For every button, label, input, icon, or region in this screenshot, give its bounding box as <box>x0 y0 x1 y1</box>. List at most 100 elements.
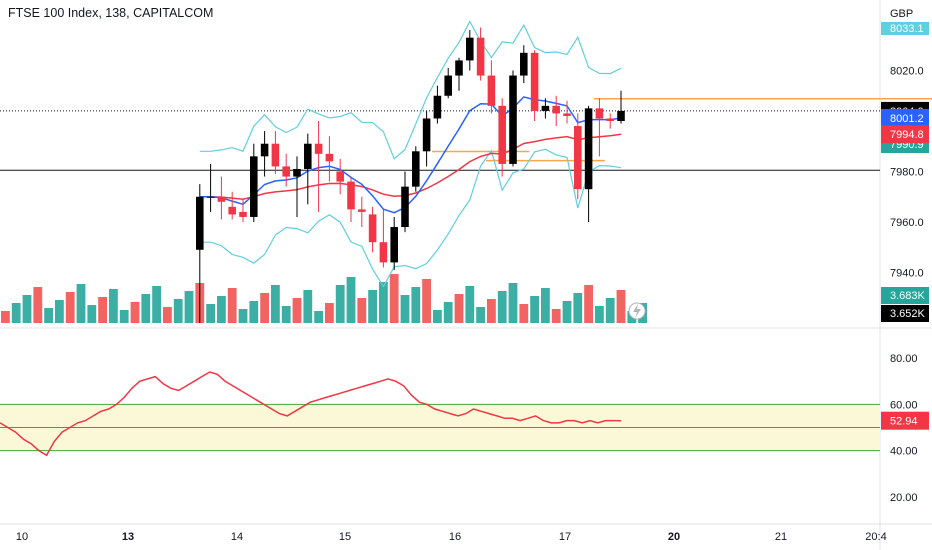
price-tick-label: 7960.0 <box>890 217 924 229</box>
volume-tag-2-bg <box>881 305 929 322</box>
volume-bar <box>238 309 248 323</box>
candle-body <box>574 126 582 190</box>
price-tick-label: 7940.0 <box>890 268 924 280</box>
candle-body <box>282 166 290 177</box>
candle-body <box>487 75 496 106</box>
volume-bar <box>227 288 237 323</box>
volume-bar <box>357 298 367 323</box>
volume-bar <box>292 298 302 323</box>
candle-body <box>520 52 528 76</box>
candle-body <box>336 171 344 182</box>
volume-bar <box>335 285 345 323</box>
candle-body <box>584 108 593 190</box>
rsi-tick-label: 80.00 <box>890 353 918 365</box>
volume-tag-1-bg <box>881 287 929 304</box>
volume-bar <box>433 310 442 323</box>
time-tick-label: 17 <box>559 531 571 543</box>
candle-body <box>325 153 334 162</box>
volume-bar <box>379 282 388 323</box>
lightning-icon <box>628 302 646 320</box>
volume-bar <box>281 306 291 323</box>
candle-body <box>314 143 323 154</box>
volume-tag-1: 3.683K <box>890 290 926 302</box>
volume-bar <box>55 300 64 323</box>
candle-body <box>498 105 506 164</box>
rsi-tick-label: 40.00 <box>890 446 918 458</box>
candle-body <box>271 143 280 167</box>
volume-bar <box>217 296 226 323</box>
volume-bar <box>400 295 410 323</box>
lightning-icon-bolt <box>633 304 641 318</box>
volume-bar <box>65 292 75 323</box>
fast-ma-tag: 8001.2 <box>890 113 924 125</box>
time-tick-label: 13 <box>122 531 134 543</box>
bollinger-upper-line <box>199 20 622 160</box>
volume-bar <box>541 288 550 323</box>
time-tick-label: 21 <box>775 531 787 543</box>
candle-body <box>563 113 571 116</box>
candle-body <box>260 143 269 157</box>
time-tick-label: 16 <box>449 531 461 543</box>
candle-body <box>444 75 452 96</box>
currency-label: GBP <box>890 8 913 20</box>
volume-bar <box>465 286 475 323</box>
volume-bar <box>98 297 107 323</box>
volume-bar <box>346 277 356 323</box>
candle-body <box>379 242 388 263</box>
candle-body <box>358 209 366 212</box>
volume-bar <box>184 291 194 323</box>
top-tag-bg <box>881 22 929 35</box>
volume-bar <box>87 305 97 323</box>
price-tick-label: 8020.0 <box>890 66 924 78</box>
volume-bar <box>508 283 518 323</box>
candle-body <box>239 211 247 217</box>
candle-body <box>347 181 355 210</box>
rsi-value-tag-bg <box>881 411 929 430</box>
volume-bar <box>44 308 53 323</box>
volume-bar <box>130 302 140 323</box>
candle-body <box>455 60 463 76</box>
volume-bar <box>303 290 313 323</box>
candle-body <box>509 75 517 164</box>
candle-body <box>541 105 550 111</box>
volume-bar <box>249 301 259 323</box>
candle-body <box>196 196 204 250</box>
volume-bar <box>11 303 21 323</box>
fast-ma-line <box>199 96 622 214</box>
candle-body <box>390 227 398 263</box>
volume-bar <box>173 299 183 323</box>
candle-body <box>466 37 474 61</box>
top-tag-label: 8033.1 <box>890 23 924 35</box>
volume-bar <box>487 299 496 323</box>
candle-body <box>617 110 625 121</box>
volume-bar <box>260 293 269 323</box>
volume-bar <box>443 302 453 323</box>
volume-bar <box>141 294 151 323</box>
volume-bar <box>562 301 572 323</box>
candle-body <box>422 118 431 152</box>
slow-ma-line <box>199 133 622 200</box>
volume-bar <box>497 291 507 323</box>
volume-bar <box>33 287 43 323</box>
rsi-tick-label: 20.00 <box>890 492 918 504</box>
volume-bar <box>519 304 529 323</box>
volume-bar <box>454 294 464 323</box>
time-tick-label: 20 <box>668 531 680 543</box>
volume-bar <box>271 285 280 323</box>
candle-body <box>552 105 560 114</box>
volume-bar <box>573 293 583 323</box>
candle-body <box>206 196 215 198</box>
candle-body <box>217 196 226 202</box>
candle-body <box>250 156 258 217</box>
candle-body <box>433 95 442 119</box>
volume-bar <box>152 286 161 323</box>
volume-bar <box>206 304 215 323</box>
volume-bar <box>325 303 334 323</box>
chart-title: FTSE 100 Index, 138, CAPITALCOM <box>8 6 214 20</box>
candle-body <box>304 143 312 169</box>
rsi-line <box>0 371 622 457</box>
volume-bar <box>314 311 323 323</box>
fast-ma-tag-bg <box>881 109 929 128</box>
volume-bar <box>584 285 593 323</box>
